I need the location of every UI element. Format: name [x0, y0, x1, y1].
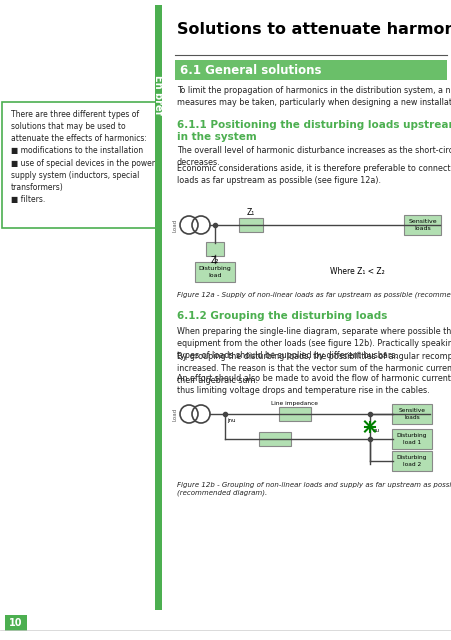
Text: 6.1.2 Grouping the disturbing loads: 6.1.2 Grouping the disturbing loads: [177, 311, 387, 321]
Text: 10: 10: [9, 618, 23, 628]
Text: There are three different types of
solutions that may be used to
attenuate the e: There are three different types of solut…: [11, 110, 155, 204]
FancyBboxPatch shape: [391, 429, 431, 449]
Text: Sensitive
loads: Sensitive loads: [398, 408, 424, 420]
FancyBboxPatch shape: [258, 432, 290, 446]
Text: Figure 12a - Supply of non-linear loads as far upstream as possible (recommended: Figure 12a - Supply of non-linear loads …: [177, 291, 451, 298]
Text: Disturbing
load: Disturbing load: [198, 266, 231, 278]
Text: Line impedance: Line impedance: [271, 401, 318, 406]
Text: Z₁: Z₁: [246, 208, 254, 217]
Text: Figure 12b - Grouping of non-linear loads and supply as far upstream as possible: Figure 12b - Grouping of non-linear load…: [177, 482, 451, 496]
Text: nu: nu: [372, 429, 379, 433]
Text: Where Z₁ < Z₂: Where Z₁ < Z₂: [329, 268, 384, 276]
FancyBboxPatch shape: [239, 218, 262, 232]
FancyBboxPatch shape: [403, 215, 440, 235]
Text: Disturbing
load 1: Disturbing load 1: [396, 433, 426, 445]
FancyBboxPatch shape: [155, 5, 161, 610]
FancyBboxPatch shape: [391, 451, 431, 471]
Text: Economic considerations aside, it is therefore preferable to connect the disturb: Economic considerations aside, it is the…: [177, 164, 451, 185]
Text: An effort should also be made to avoid the flow of harmonic currents in the cabl: An effort should also be made to avoid t…: [177, 374, 451, 395]
FancyBboxPatch shape: [5, 615, 27, 631]
Text: By grouping the disturbing loads, the possibilities of angular recomposition are: By grouping the disturbing loads, the po…: [177, 352, 451, 385]
FancyBboxPatch shape: [278, 407, 310, 421]
FancyBboxPatch shape: [206, 242, 224, 256]
Text: Z₂: Z₂: [210, 256, 219, 265]
Text: To limit the propagation of harmonics in the distribution system, a number of
me: To limit the propagation of harmonics in…: [177, 86, 451, 107]
Text: Disturbing
load 2: Disturbing load 2: [396, 456, 426, 467]
Text: Solutions to attenuate harmonics: Solutions to attenuate harmonics: [177, 22, 451, 37]
Text: En bref: En bref: [153, 75, 163, 115]
FancyBboxPatch shape: [194, 262, 235, 282]
Text: Load: Load: [173, 218, 178, 232]
Text: Sensitive
loads: Sensitive loads: [407, 220, 436, 230]
Text: Load: Load: [173, 408, 178, 420]
Text: 6.1.1 Positioning the disturbing loads upstream
in the system: 6.1.1 Positioning the disturbing loads u…: [177, 120, 451, 142]
Text: jnu: jnu: [226, 418, 235, 423]
Text: The overall level of harmonic disturbance increases as the short-circuit power
d: The overall level of harmonic disturbanc…: [177, 146, 451, 167]
FancyBboxPatch shape: [391, 404, 431, 424]
Text: 6.1 General solutions: 6.1 General solutions: [179, 63, 321, 77]
FancyBboxPatch shape: [175, 60, 446, 80]
Text: When preparing the single-line diagram, separate where possible the disturbing
e: When preparing the single-line diagram, …: [177, 327, 451, 360]
FancyBboxPatch shape: [2, 102, 158, 228]
